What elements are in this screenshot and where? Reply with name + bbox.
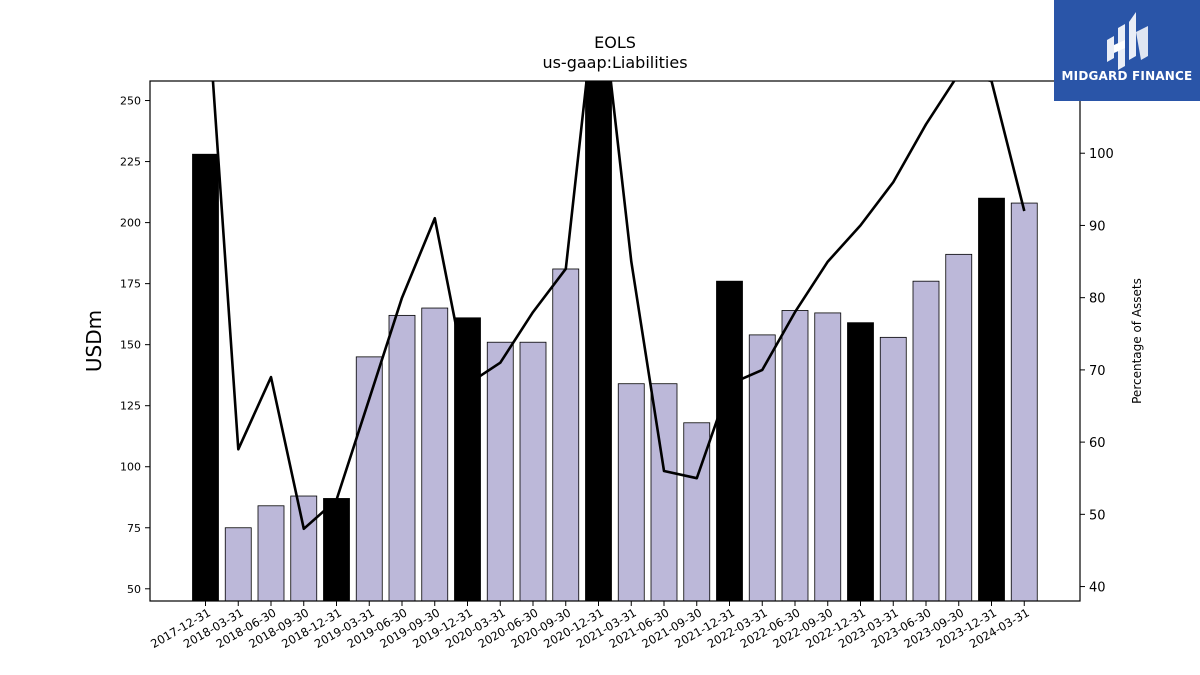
bar-2019-06-30 [388, 314, 416, 601]
y-tick-label: 125 [120, 400, 141, 413]
bar-2018-03-31 [224, 527, 252, 601]
y-axis-label: USDm [82, 310, 106, 372]
bar-2023-03-31 [879, 336, 907, 601]
bar-2023-12-31 [978, 197, 1005, 601]
bar-2020-12-31 [585, 81, 612, 601]
y-tick-label: 175 [120, 278, 141, 291]
y2-tick-label: 60 [1089, 436, 1106, 451]
y2-tick-label: 90 [1089, 219, 1106, 234]
y2-tick-label: 50 [1089, 508, 1106, 523]
x-axis: 2017-12-312018-03-312018-06-302018-09-30… [148, 601, 1032, 651]
y2-tick-label: 80 [1089, 292, 1106, 307]
bar-2018-12-31 [323, 498, 350, 601]
right-axis: 40 50 60 70 80 90 100 [1080, 147, 1114, 596]
bar-2021-12-31 [716, 280, 743, 601]
logo-mark-icon [1107, 12, 1148, 70]
bar-2021-03-31 [617, 383, 645, 601]
bar-2018-09-30 [290, 495, 318, 601]
bar-2019-09-30 [421, 307, 449, 601]
bar-2017-12-31 [192, 153, 219, 601]
bar-series [192, 81, 1038, 601]
y2-tick-label: 100 [1089, 147, 1114, 162]
plot-frame [149, 80, 1081, 602]
y-tick-label: 150 [120, 339, 141, 352]
bar-2019-12-31 [454, 317, 481, 601]
y-tick-label: 225 [120, 156, 141, 169]
chart-subtitle: us-gaap:Liabilities [542, 53, 687, 72]
bar-2018-06-30 [257, 505, 285, 601]
bar-2020-06-30 [519, 341, 547, 601]
y2-tick-label: 40 [1089, 581, 1106, 596]
bar-2020-09-30 [552, 268, 580, 601]
left-axis: 50 75 100 125 150 175 200 225 250 [120, 95, 150, 596]
bar-2023-09-30 [945, 253, 973, 601]
bar-2022-09-30 [814, 312, 842, 601]
y-tick-label: 250 [120, 95, 141, 108]
y2-axis-label: Percentage of Assets [1130, 278, 1144, 404]
logo-text: MIDGARD FINANCE [1061, 69, 1193, 83]
y-tick-label: 50 [127, 583, 141, 596]
y-tick-label: 75 [127, 522, 141, 535]
y2-tick-label: 70 [1089, 364, 1106, 379]
bar-2020-03-31 [486, 341, 514, 601]
percentage-line [211, 81, 1026, 531]
bar-2023-06-30 [912, 280, 940, 601]
brand-logo: MIDGARD FINANCE [1054, 0, 1200, 101]
y-tick-label: 100 [120, 461, 141, 474]
bar-2022-03-31 [748, 334, 776, 601]
bar-2024-03-31 [1010, 202, 1038, 601]
line-series [211, 81, 1026, 531]
y-tick-label: 200 [120, 217, 141, 230]
bar-2022-12-31 [847, 322, 874, 601]
chart-title: EOLS [594, 33, 636, 52]
bar-2019-03-31 [355, 356, 383, 601]
bar-2022-06-30 [781, 310, 809, 601]
